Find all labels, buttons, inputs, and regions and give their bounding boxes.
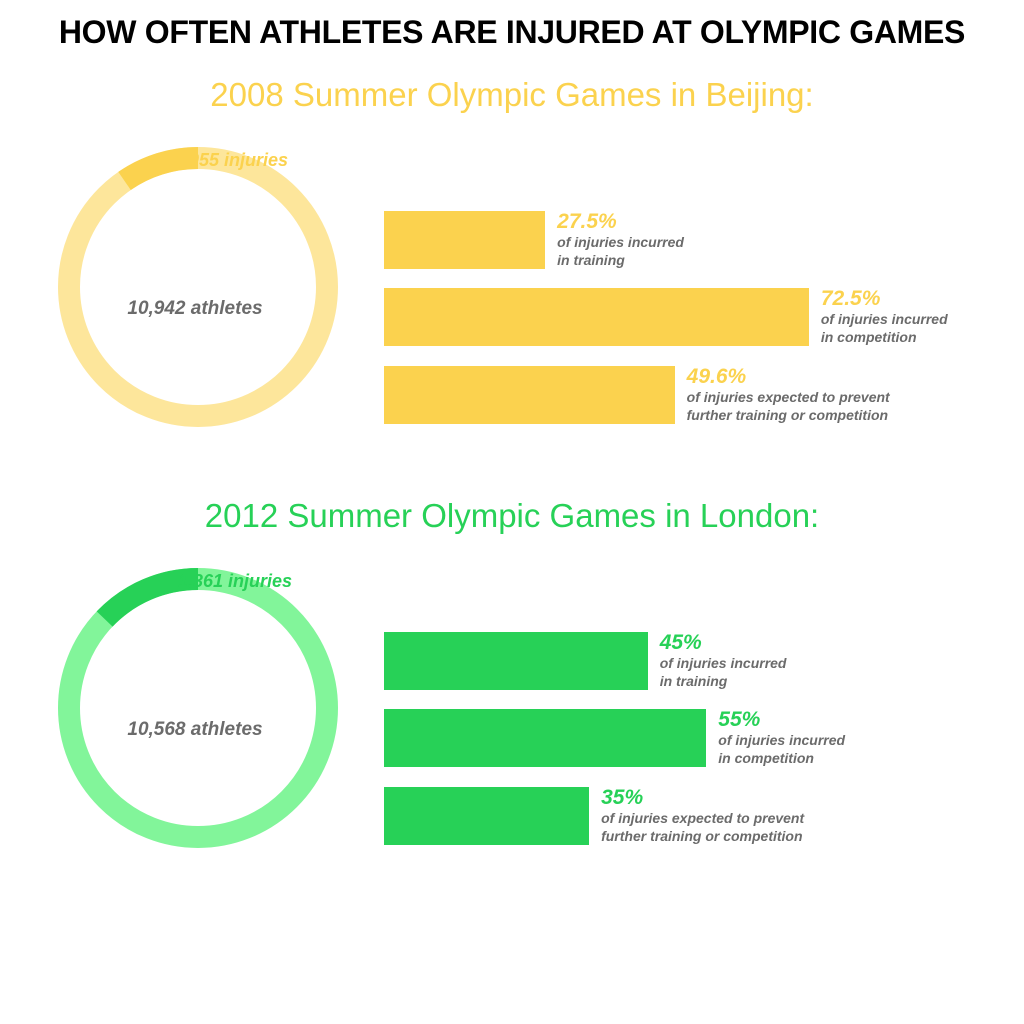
beijing-section: 2008 Summer Olympic Games in Beijing: 1,…	[0, 76, 1024, 456]
beijing-bar-competition-desc-1: of injuries incurred	[820, 311, 948, 327]
beijing-bar-prevent	[384, 366, 675, 424]
london-bar-training-desc-2: in training	[659, 673, 728, 689]
beijing-bar-training	[384, 211, 546, 269]
london-donut-injuries-arc	[96, 568, 199, 627]
london-donut-chart	[58, 568, 338, 848]
beijing-bar-training-text: 27.5% of injuries incurred in training	[557, 211, 684, 269]
beijing-bar-prevent-desc-1: of injuries expected to prevent	[686, 389, 890, 405]
beijing-athletes-label: 10,942 athletes	[127, 298, 263, 319]
beijing-bar-training-desc-2: in training	[557, 252, 625, 268]
london-bar-training-text: 45% of injuries incurred in training	[660, 632, 787, 690]
beijing-bar-prevent-text: 49.6% of injuries expected to prevent fu…	[687, 366, 890, 424]
beijing-bar-competition-value: 72.5%	[820, 287, 881, 310]
beijing-bar-training-desc-1: of injuries incurred	[557, 234, 684, 250]
london-bar-competition-desc-2: in competition	[718, 750, 814, 766]
beijing-donut-athletes-ring	[58, 147, 338, 427]
london-bar-prevent-value: 35%	[601, 786, 644, 809]
beijing-bar-prevent-desc-2: further training or competition	[686, 407, 889, 423]
london-bar-prevent-desc-2: further training or competition	[601, 828, 803, 844]
london-athletes-label: 10,568 athletes	[127, 719, 263, 740]
beijing-injuries-label: 1,055 injuries	[174, 150, 289, 170]
london-bar-training-desc-1: of injuries incurred	[659, 655, 787, 671]
beijing-bar-competition	[384, 288, 809, 346]
london-bar-competition	[384, 709, 707, 767]
beijing-section-title: 2008 Summer Olympic Games in Beijing:	[210, 76, 814, 113]
london-bar-prevent-desc-1: of injuries expected to prevent	[601, 810, 805, 826]
london-bar-competition-value: 55%	[718, 708, 761, 731]
london-bar-prevent-text: 35% of injuries expected to prevent furt…	[601, 787, 804, 845]
beijing-bar-prevent-value: 49.6%	[686, 365, 747, 388]
london-bar-competition-desc-1: of injuries incurred	[718, 732, 846, 748]
london-bar-competition-text: 55% of injuries incurred in competition	[718, 709, 845, 767]
beijing-bar-competition-desc-2: in competition	[820, 329, 917, 345]
beijing-bar-training-value: 27.5%	[557, 210, 617, 233]
london-section: 2012 Summer Olympic Games in London: 1,3…	[0, 497, 1024, 877]
london-section-title: 2012 Summer Olympic Games in London:	[204, 497, 820, 534]
page-title: HOW OFTEN ATHLETES ARE INJURED AT OLYMPI…	[58, 14, 966, 50]
beijing-bar-competition-text: 72.5% of injuries incurred in competitio…	[821, 288, 948, 346]
beijing-donut-injuries-arc	[118, 147, 199, 191]
london-bar-training-value: 45%	[659, 631, 702, 654]
london-bar-prevent	[384, 787, 590, 845]
london-injuries-label: 1,361 injuries	[178, 571, 293, 591]
london-bar-training	[384, 632, 648, 690]
beijing-donut-chart	[58, 147, 338, 427]
